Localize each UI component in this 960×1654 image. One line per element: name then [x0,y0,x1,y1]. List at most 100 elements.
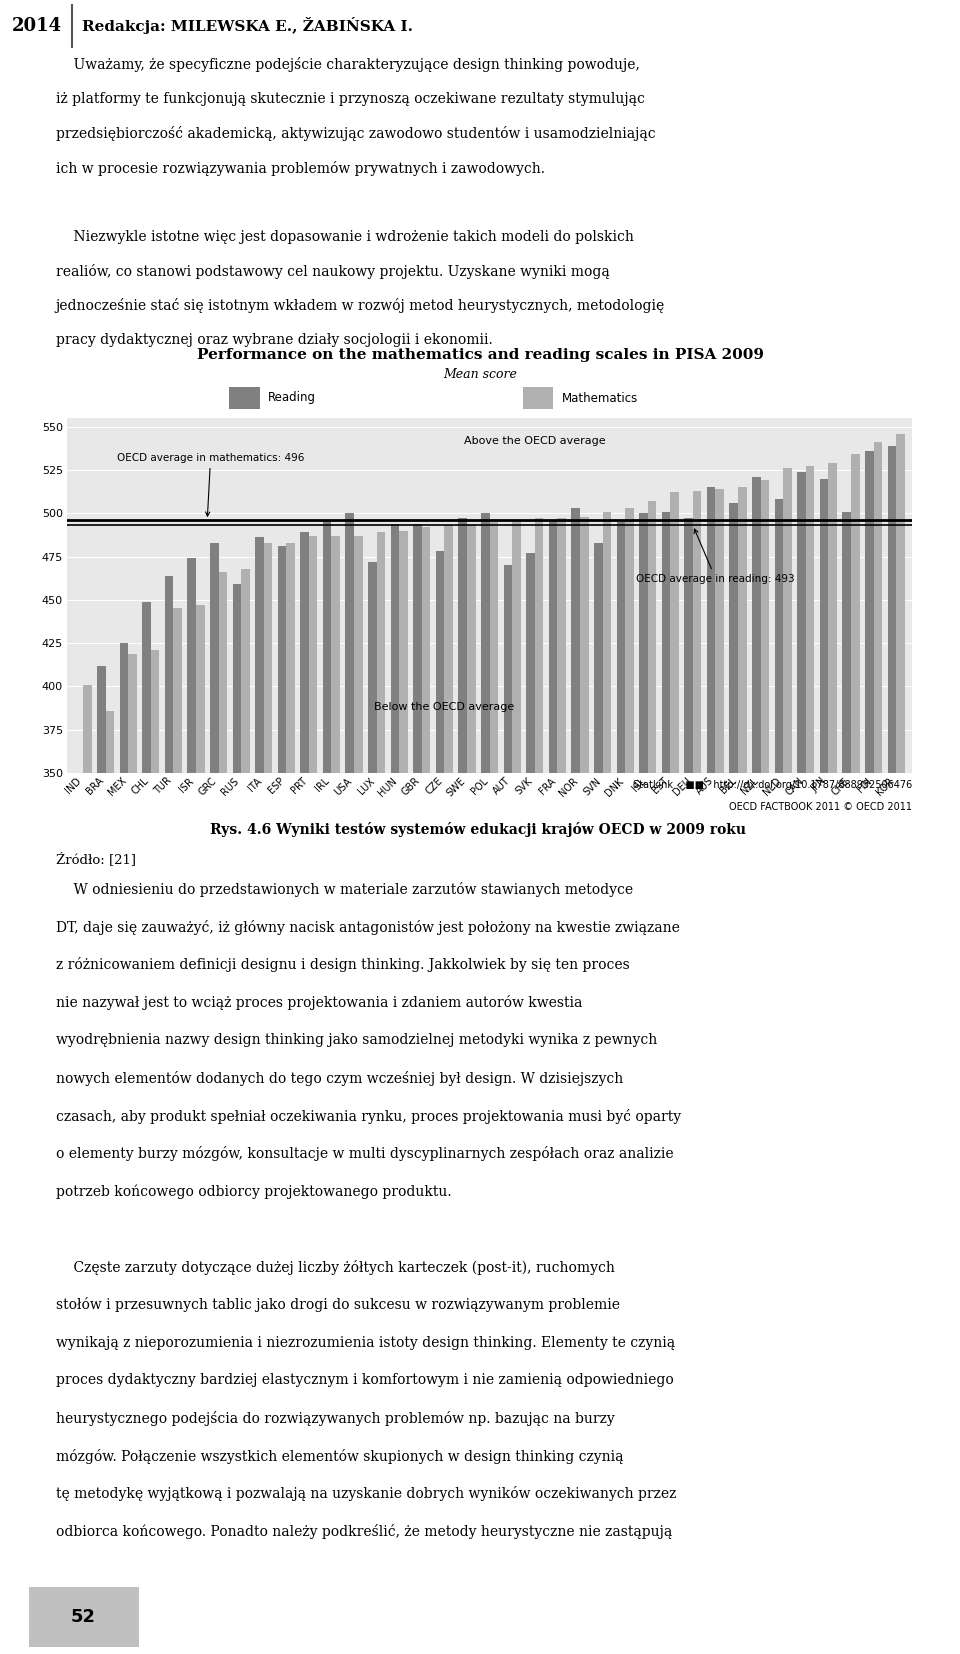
Text: odbiorca końcowego. Ponadto należy podkreślić, że metody heurystyczne nie zastąp: odbiorca końcowego. Ponadto należy podkr… [56,1523,672,1540]
Bar [165,576,174,1379]
Bar [843,511,851,1379]
Text: przedsiębiorczość akademicką, aktywizując zawodowo studentów i usamodzielniając: przedsiębiorczość akademicką, aktywizują… [56,126,656,141]
Bar [805,466,814,1379]
Bar [241,569,250,1379]
Bar [851,455,859,1379]
Bar [106,711,114,1379]
Bar [661,511,670,1379]
Bar [391,524,399,1379]
Bar [639,513,648,1379]
Text: Niezwykle istotne więc jest dopasowanie i wdrożenie takich modeli do polskich: Niezwykle istotne więc jest dopasowanie … [56,230,634,243]
Bar [897,433,904,1379]
Text: Reading: Reading [269,392,317,405]
Bar [783,468,792,1379]
Bar [513,519,520,1379]
Text: OECD FACTBOOK 2011 © OECD 2011: OECD FACTBOOK 2011 © OECD 2011 [729,802,912,812]
Bar [219,572,228,1379]
Bar [376,533,385,1379]
Bar [820,478,828,1379]
Bar [346,513,354,1379]
Text: DT, daje się zauważyć, iż główny nacisk antagonistów jest położony na kwestie zw: DT, daje się zauważyć, iż główny nacisk … [56,920,680,935]
Bar [142,602,151,1379]
Bar [603,511,612,1379]
Text: Below the OECD average: Below the OECD average [374,703,515,713]
Bar [210,543,219,1379]
Text: Performance on the mathematics and reading scales in PISA 2009: Performance on the mathematics and readi… [197,349,763,362]
Text: Above the OECD average: Above the OECD average [464,435,606,445]
Bar [684,518,693,1379]
Bar [277,546,286,1379]
Bar [196,605,204,1379]
Bar [309,536,318,1379]
Text: 2014: 2014 [12,17,61,35]
Text: tę metodykę wyjątkową i pozwalają na uzyskanie dobrych wyników oczekiwanych prze: tę metodykę wyjątkową i pozwalają na uzy… [56,1487,676,1502]
Text: Uważamy, że specyficzne podejście charakteryzujące design thinking powoduje,: Uważamy, że specyficzne podejście charak… [56,58,639,73]
Text: OECD average in mathematics: 496: OECD average in mathematics: 496 [117,453,304,516]
Bar [648,501,657,1379]
Text: pracy dydaktycznej oraz wybrane działy socjologii i ekonomii.: pracy dydaktycznej oraz wybrane działy s… [56,332,492,347]
Text: proces dydaktyczny bardziej elastycznym i komfortowym i nie zamienią odpowiednie: proces dydaktyczny bardziej elastycznym … [56,1373,673,1388]
Bar [558,518,566,1379]
Text: StatLink    ■■   http://dx.doi.org/10.1787/888932506476: StatLink ■■ http://dx.doi.org/10.1787/88… [633,781,912,791]
Bar [549,519,558,1379]
Text: realiów, co stanowi podstawowy cel naukowy projektu. Uzyskane wyniki mogą: realiów, co stanowi podstawowy cel nauko… [56,263,610,280]
Text: z różnicowaniem definicji designu i design thinking. Jakkolwiek by się ten proce: z różnicowaniem definicji designu i desi… [56,958,630,973]
Bar [97,665,106,1379]
Bar [368,562,376,1379]
Bar [331,536,340,1379]
Bar [775,500,783,1379]
Text: Redakcja: MILEWSKA E., ŽABIŃSKA I.: Redakcja: MILEWSKA E., ŽABIŃSKA I. [82,18,413,35]
Text: W odniesieniu do przedstawionych w materiale zarzutów stawianych metodyce: W odniesieniu do przedstawionych w mater… [56,882,633,896]
Text: jednocześnie stać się istotnym wkładem w rozwój metod heurystycznych, metodologi: jednocześnie stać się istotnym wkładem w… [56,298,665,313]
Bar [874,442,882,1379]
Bar [255,538,264,1379]
Bar [399,531,408,1379]
Text: Rys. 4.6 Wyniki testów systemów edukacji krajów OECD w 2009 roku: Rys. 4.6 Wyniki testów systemów edukacji… [210,822,746,837]
Bar [129,653,136,1379]
Bar [865,452,874,1379]
Bar [504,566,513,1379]
Bar [730,503,738,1379]
Bar [151,650,159,1379]
Text: Częste zarzuty dotyczące dużej liczby żółtych karteczek (post-it), ruchomych: Częste zarzuty dotyczące dużej liczby żó… [56,1260,614,1275]
Bar [264,543,273,1379]
Bar [752,476,760,1379]
Text: nowych elementów dodanych do tego czym wcześniej był design. W dzisiejszych: nowych elementów dodanych do tego czym w… [56,1070,623,1085]
Bar [715,490,724,1379]
Bar [625,508,634,1379]
Bar [459,518,467,1379]
Bar [187,559,196,1379]
Bar [467,524,475,1379]
Bar [29,1588,139,1647]
Text: heurystycznego podejścia do rozwiązywanych problemów np. bazując na burzy: heurystycznego podejścia do rozwiązywany… [56,1411,614,1426]
Text: wyodrębnienia nazwy design thinking jako samodzielnej metodyki wynika z pewnych: wyodrębnienia nazwy design thinking jako… [56,1034,657,1047]
Bar [580,516,588,1379]
Text: 52: 52 [71,1608,96,1626]
Bar [354,536,363,1379]
Bar [413,524,421,1379]
Bar [594,543,603,1379]
Text: potrzeb końcowego odbiorcy projektowanego produktu.: potrzeb końcowego odbiorcy projektowaneg… [56,1184,451,1199]
Bar [229,387,259,409]
Bar [286,543,295,1379]
Bar [300,533,309,1379]
Text: mózgów. Połączenie wszystkich elementów skupionych w design thinking czynią: mózgów. Połączenie wszystkich elementów … [56,1449,623,1464]
Bar [707,488,715,1379]
Bar [523,387,553,409]
Bar [738,488,747,1379]
Bar [174,609,182,1379]
Bar [83,685,91,1379]
Text: Mean score: Mean score [444,369,516,382]
Bar [323,519,331,1379]
Text: czasach, aby produkt spełniał oczekiwania rynku, proces projektowania musi być o: czasach, aby produkt spełniał oczekiwani… [56,1108,681,1123]
Bar [444,526,453,1379]
Text: Mathematics: Mathematics [563,392,638,405]
Bar [535,518,543,1379]
Text: OECD average in reading: 493: OECD average in reading: 493 [636,529,795,584]
Bar [436,551,444,1379]
Text: Źródło: [21]: Źródło: [21] [56,852,135,867]
Bar [526,552,535,1379]
Text: ich w procesie rozwiązywania problemów prywatnych i zawodowych.: ich w procesie rozwiązywania problemów p… [56,160,544,175]
Bar [232,584,241,1379]
Text: o elementy burzy mózgów, konsultacje w multi dyscyplinarnych zespółach oraz anal: o elementy burzy mózgów, konsultacje w m… [56,1146,673,1161]
